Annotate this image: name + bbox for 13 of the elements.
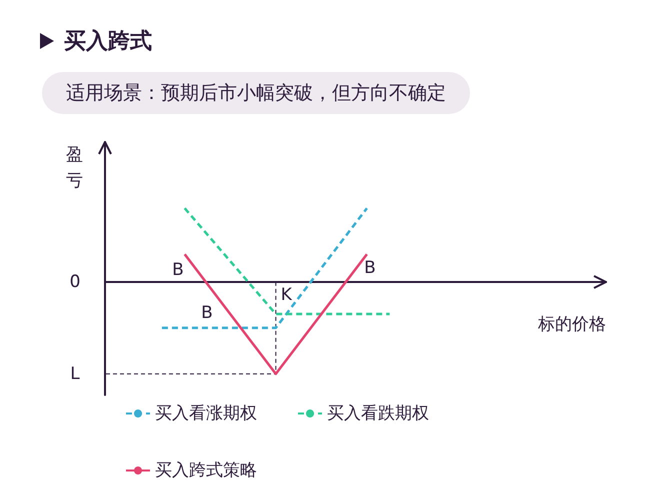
annotation: B: [201, 303, 213, 323]
text: K: [280, 284, 292, 305]
annotation: B: [172, 260, 184, 280]
annotation: B: [364, 258, 376, 278]
y-axis-title: 盈亏: [66, 144, 84, 193]
legend-label: 买入看跌期权: [327, 404, 429, 424]
legend-label: 买入看涨期权: [155, 404, 257, 424]
legend-label: 买入跨式策略: [155, 460, 257, 480]
ref-line-label: L: [70, 364, 80, 384]
chart-title: 买入跨式: [64, 28, 152, 56]
ref-line-label: 0: [70, 272, 80, 292]
chart-subtitle: 适用场景：预期后市小幅突破，但方向不确定: [42, 72, 470, 114]
x-axis-title: 标的价格: [537, 314, 606, 334]
